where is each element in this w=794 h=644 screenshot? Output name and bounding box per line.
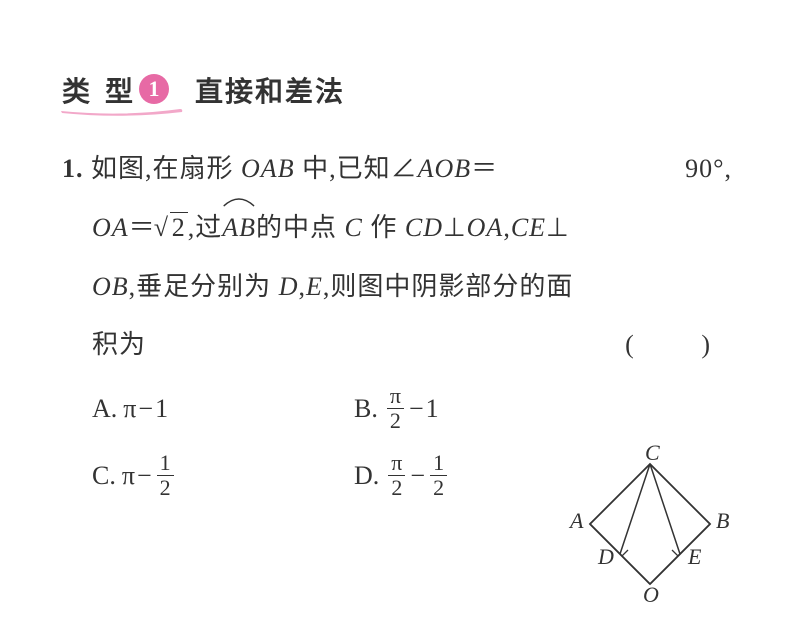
sym-B3: B	[112, 272, 129, 301]
fig-label-d: D	[598, 544, 614, 570]
fig-label-e: E	[688, 544, 701, 570]
q-l2-text2: 的中点	[256, 213, 345, 242]
opt-d-minus: −	[410, 461, 425, 491]
sym-O: O	[241, 154, 261, 183]
fig-label-c: C	[645, 440, 660, 466]
opt-d-f2n: 1	[430, 452, 447, 475]
q-l2-text1: ,过	[188, 213, 223, 242]
sym-D: D	[423, 213, 443, 242]
sym-A: A	[261, 154, 278, 183]
comma3: ,	[298, 272, 306, 301]
question-number: 1.	[62, 154, 84, 183]
opt-d-label: D.	[354, 461, 379, 491]
option-a: A. π−1	[92, 385, 354, 432]
sym-B2: B	[454, 154, 471, 183]
geometry-figure: C A B D E O	[550, 444, 750, 604]
options-row-1: A. π−1 B. π2−1	[92, 385, 732, 432]
question-line-2: OA＝2,过AB的中点 C 作 CD⊥OA,CE⊥	[62, 199, 732, 258]
paren-l: (	[625, 330, 646, 359]
sym-D2: D	[279, 272, 299, 301]
option-b: B. π2−1	[354, 385, 439, 432]
opt-c-fd: 2	[157, 475, 174, 499]
angle-symbol: ∠	[391, 154, 418, 183]
opt-d-f1n: π	[388, 452, 405, 475]
sym-A3: A	[112, 213, 129, 242]
q-l1-text1: 如图,在扇形	[91, 154, 241, 183]
opt-d-frac1: π2	[388, 452, 405, 499]
sym-C3: C	[511, 213, 529, 242]
eq2: ＝	[129, 213, 156, 242]
arc-b: B	[239, 213, 256, 242]
fig-label-a: A	[570, 508, 583, 534]
paren-r: )	[701, 330, 722, 359]
opt-b-frac: π2	[387, 385, 404, 432]
sym-O3: O	[92, 213, 112, 242]
answer-paren: ( )	[625, 316, 722, 375]
opt-d-f1d: 2	[388, 475, 405, 499]
opt-a-pi: π	[123, 394, 136, 424]
sym-C: C	[345, 213, 363, 242]
arc-a: A	[222, 213, 239, 242]
category-label: 类 型	[62, 70, 137, 110]
opt-c-frac: 12	[157, 452, 174, 499]
fig-label-o: O	[643, 582, 659, 608]
opt-d-f2d: 2	[430, 475, 447, 499]
comma2: ,	[503, 213, 511, 242]
sym-E: E	[529, 213, 546, 242]
sqrt-expr: 2	[156, 199, 188, 258]
category-badge: 1	[139, 74, 169, 104]
opt-b-minus: −	[409, 394, 424, 424]
opt-c-minus: −	[137, 461, 152, 491]
perp2: ⊥	[546, 213, 570, 242]
category-underline	[60, 107, 184, 116]
sym-C2: C	[405, 213, 423, 242]
fig-label-b: B	[716, 508, 729, 534]
category-label-text: 类 型	[62, 77, 137, 108]
opt-b-label: B.	[354, 394, 378, 424]
q-l1-text2: 中,已知	[295, 154, 391, 183]
opt-c-label: C.	[92, 461, 116, 491]
comma1: ,	[725, 154, 733, 183]
opt-c-pi: π	[122, 461, 135, 491]
question-line-1: 1. 如图,在扇形 OAB 中,已知∠AOB＝ 90°,	[62, 140, 732, 199]
opt-c-fn: 1	[157, 452, 174, 475]
sym-O2: O	[435, 154, 455, 183]
sym-A4: A	[486, 213, 503, 242]
opt-a-val: 1	[155, 394, 168, 424]
question-line-3: OB,垂足分别为 D,E,则图中阴影部分的面	[62, 258, 732, 317]
arc-ab: AB	[222, 199, 256, 258]
option-d: D. π2−12	[354, 452, 450, 499]
opt-a-minus: −	[138, 394, 153, 424]
opt-b-fd: 2	[387, 408, 404, 432]
option-c: C. π−12	[92, 452, 354, 499]
sym-O4: O	[467, 213, 487, 242]
q-l3-text2: ,则图中阴影部分的面	[323, 272, 574, 301]
sym-A2: A	[418, 154, 435, 183]
sym-O5: O	[92, 272, 112, 301]
category-name: 直接和差法	[195, 70, 345, 110]
eq: ＝	[471, 154, 498, 183]
opt-d-frac2: 12	[430, 452, 447, 499]
q-l4-text: 积为	[92, 316, 146, 375]
q-l3-text1: ,垂足分别为	[129, 272, 279, 301]
opt-b-val: 1	[426, 394, 439, 424]
question-block: 1. 如图,在扇形 OAB 中,已知∠AOB＝ 90°, OA＝2,过AB的中点…	[62, 140, 732, 375]
perp1: ⊥	[443, 213, 467, 242]
opt-b-fn: π	[387, 385, 404, 408]
sym-B: B	[278, 154, 295, 183]
category-header: 类 型 1 直接和差法	[62, 70, 732, 110]
deg-val: 90°	[685, 154, 724, 183]
sym-E2: E	[306, 272, 323, 301]
q-l2-text3: 作	[363, 213, 405, 242]
question-line-4: 积为 ( )	[62, 316, 732, 375]
opt-a-label: A.	[92, 394, 117, 424]
sqrt-val: 2	[170, 212, 188, 242]
